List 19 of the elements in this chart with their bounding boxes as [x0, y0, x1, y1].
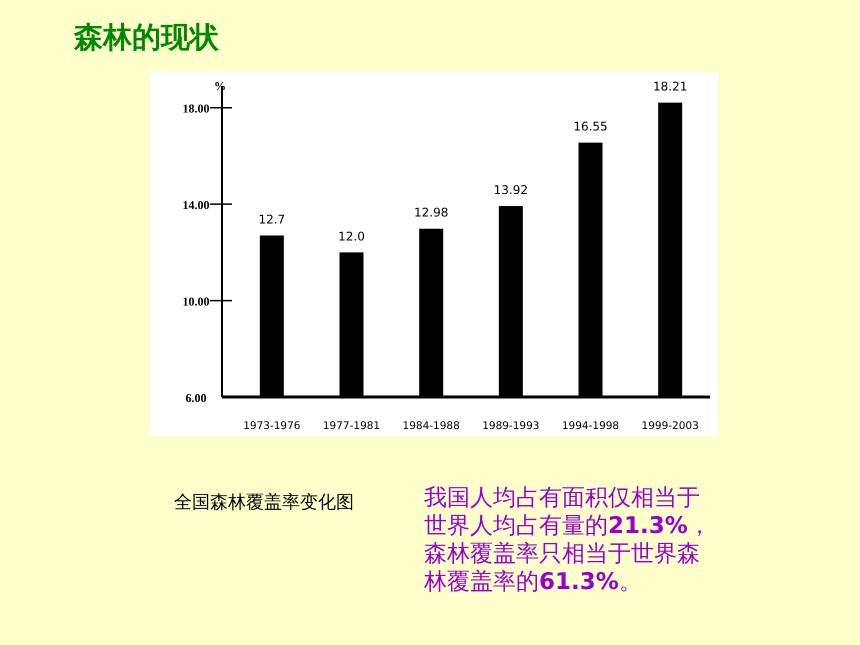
x-tick-label: 1994-1998 [562, 420, 620, 432]
x-tick-label: 1984-1988 [402, 420, 460, 432]
x-tick-label: 1989-1993 [482, 420, 540, 432]
data-label: 16.55 [573, 120, 608, 134]
x-tick-label: 1977-1981 [322, 420, 380, 432]
y-tick-label: 18.00 [182, 102, 210, 116]
data-label: 18.21 [652, 80, 688, 94]
y-tick-label: 6.00 [186, 391, 206, 405]
data-label: 12.7 [258, 212, 286, 226]
annotation: 我国人均占有面积仅相当于世界人均占有量的21.3%，森林覆盖率只相当于世界森林覆盖率的61.3%。 [424, 484, 712, 596]
data-label: 12.98 [414, 206, 448, 220]
data-label: 13.92 [494, 183, 528, 198]
x-tick-label: 1999-2003 [642, 420, 699, 432]
data-label: 12.0 [338, 229, 365, 244]
x-tick-label: 1973-1976 [243, 420, 301, 432]
annotation: 全国森林覆盖率变化图 [174, 491, 354, 514]
y-tick-label: 14.00 [182, 198, 210, 212]
title: 森林的现状 [74, 19, 219, 56]
y-tick-label: 10.00 [182, 294, 210, 309]
